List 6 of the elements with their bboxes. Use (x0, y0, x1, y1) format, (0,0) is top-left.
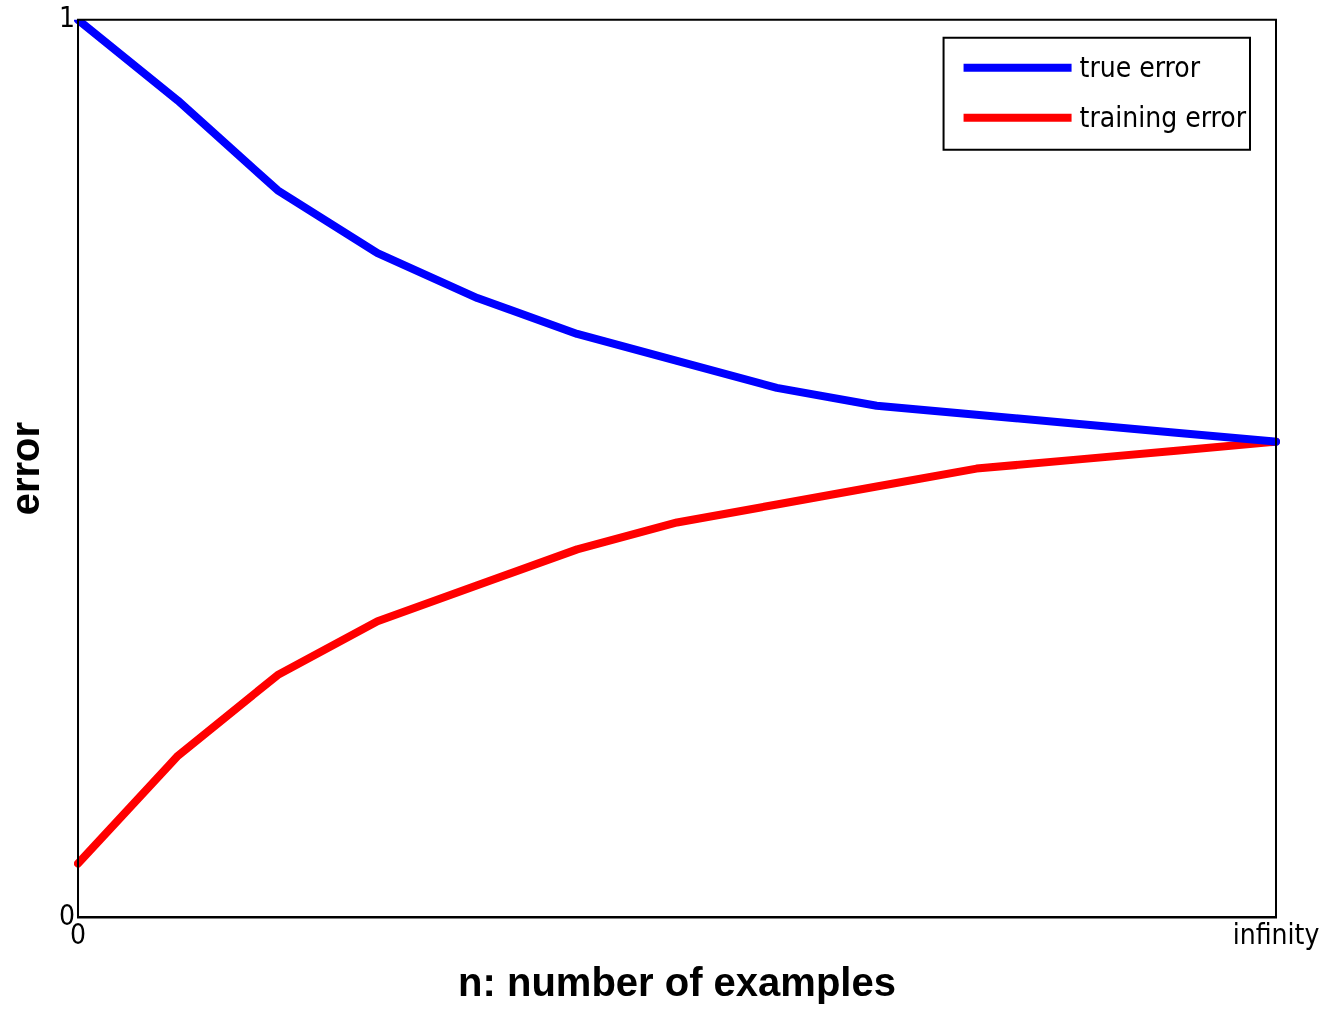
legend-label: true error (1079, 51, 1201, 85)
x-tick-label: infinity (1232, 918, 1320, 952)
legend-label: training error (1079, 101, 1247, 135)
x-axis-title: n: number of examples (458, 960, 896, 1005)
y-tick-label: 1 (58, 1, 76, 35)
y-axis-title: error (3, 421, 48, 516)
